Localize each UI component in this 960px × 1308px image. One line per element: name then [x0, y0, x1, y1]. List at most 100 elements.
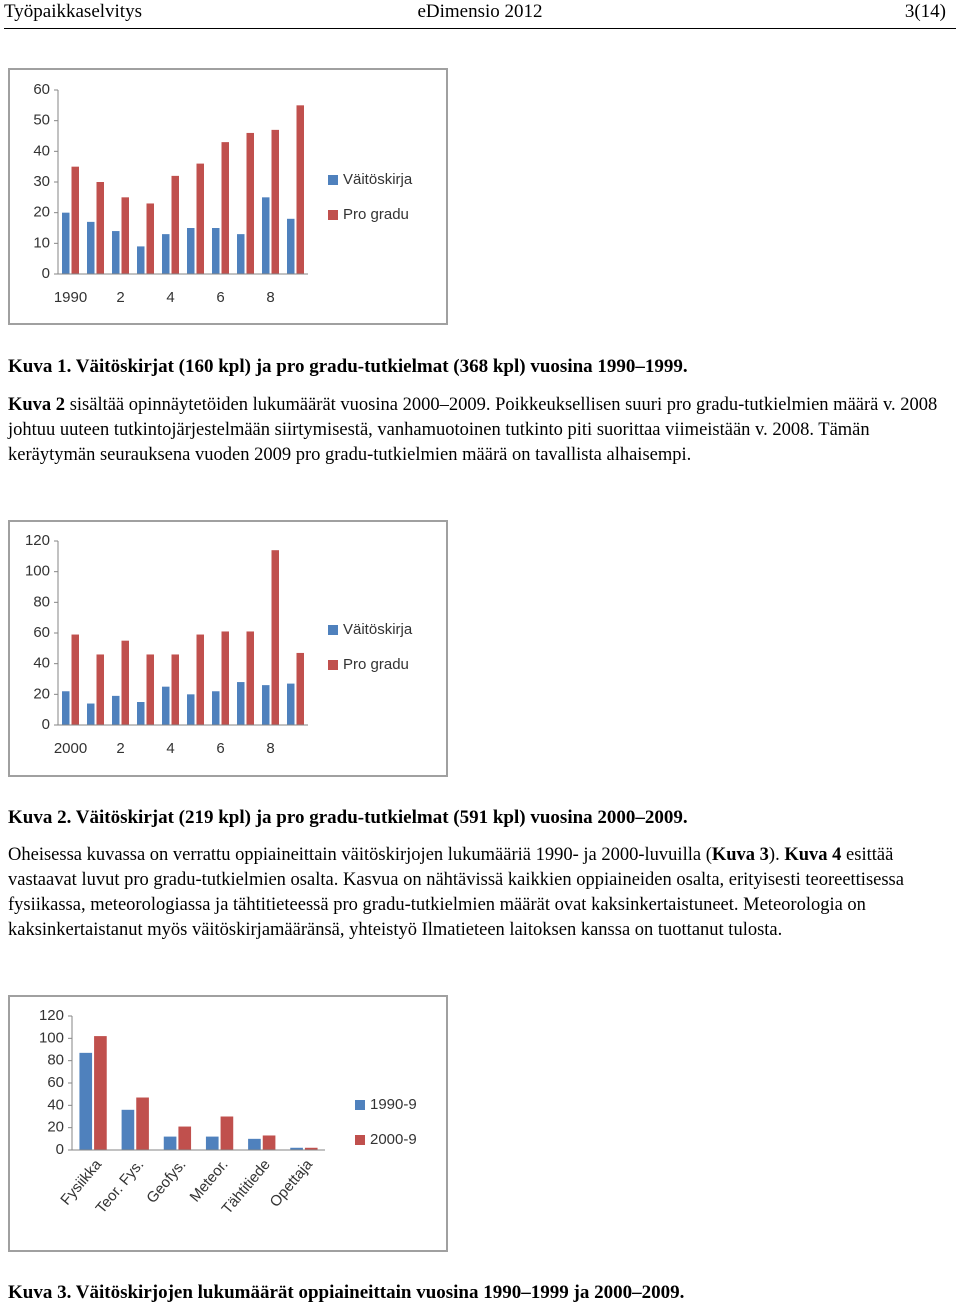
bar	[121, 197, 129, 274]
bar	[162, 234, 170, 274]
y-tick-label: 40	[33, 142, 50, 159]
bar	[220, 1116, 234, 1150]
x-tick-label: 2	[116, 289, 124, 306]
bar	[136, 1097, 149, 1150]
bar	[262, 197, 270, 274]
bar	[262, 685, 270, 725]
text-run: esittää vastaavat luvut pro gradu-tutkie…	[8, 845, 904, 940]
paragraph: Oheisessa kuvassa on verrattu oppiaineit…	[8, 843, 948, 943]
legend-label: 2000-9	[370, 1131, 417, 1148]
y-tick-label: 20	[33, 204, 50, 221]
text-run: Kuva 2	[8, 395, 66, 415]
bar	[248, 1138, 261, 1150]
y-tick-label: 0	[42, 265, 50, 282]
y-tick-label: 0	[42, 716, 50, 733]
bar	[121, 1109, 135, 1150]
bar	[162, 686, 170, 725]
y-tick-label: 120	[25, 532, 50, 549]
y-tick-label: 10	[33, 234, 50, 251]
text-run: Oheisessa kuvassa on verrattu oppiaineit…	[8, 845, 712, 865]
bar	[287, 683, 295, 725]
y-tick-label: 50	[33, 112, 50, 129]
bar	[221, 631, 229, 725]
bar	[121, 640, 129, 725]
bar	[237, 234, 245, 274]
bar	[262, 1135, 276, 1150]
text-run: ).	[768, 845, 785, 865]
chart: 0 10 20 30 40 50 60 1990 2 4 6 8 Väitöskirja Pro grad…	[8, 68, 448, 325]
bar	[246, 132, 254, 274]
x-tick-label: 1990	[54, 289, 87, 306]
y-tick-label: 20	[47, 1119, 64, 1136]
bar	[212, 228, 220, 274]
x-tick-label: 6	[216, 740, 224, 757]
bar	[196, 163, 204, 274]
bar	[290, 1147, 303, 1150]
text-run: Kuva 3	[711, 845, 769, 865]
bar	[94, 1036, 107, 1150]
x-tick-label: 2000	[54, 740, 87, 757]
chart: 0 20 40 60 80 100 120 2000 2 4 6 8 Väitöskirja Pro gr…	[8, 520, 448, 777]
legend-label: Pro gradu	[343, 656, 409, 673]
y-tick-label: 60	[33, 81, 50, 98]
y-tick-label: 80	[47, 1052, 64, 1069]
bar	[112, 231, 120, 274]
bar	[271, 550, 279, 725]
text-run: Kuva 4	[784, 845, 842, 865]
bar	[237, 682, 245, 725]
bar	[212, 691, 220, 725]
y-tick-label: 80	[33, 593, 50, 610]
bar	[146, 203, 154, 274]
y-tick-label: 20	[33, 685, 50, 702]
y-tick-label: 0	[56, 1141, 64, 1158]
bar	[296, 105, 304, 274]
bar	[187, 694, 195, 725]
y-tick-label: 60	[47, 1074, 64, 1091]
bar	[137, 702, 145, 725]
bar	[287, 218, 295, 274]
bar	[137, 246, 145, 274]
legend-swatch	[328, 175, 338, 185]
bar	[246, 631, 254, 725]
bar	[87, 703, 95, 725]
y-tick-label: 100	[25, 563, 50, 580]
y-tick-label: 40	[47, 1096, 64, 1113]
bar	[187, 228, 195, 274]
bar	[171, 654, 179, 725]
bar	[96, 182, 104, 274]
caption: Kuva 3. Väitöskirjojen lukumäärät oppiai…	[8, 1282, 685, 1303]
bar	[171, 175, 179, 274]
bar	[178, 1126, 192, 1150]
bar	[146, 654, 154, 725]
legend-swatch	[355, 1135, 365, 1145]
bar	[62, 212, 70, 274]
x-tick-label: 4	[166, 289, 174, 306]
y-tick-label: 100	[39, 1029, 64, 1046]
y-tick-label: 60	[33, 624, 50, 641]
bar	[196, 634, 204, 725]
bar	[71, 634, 79, 725]
legend-label: Väitöskirja	[343, 171, 413, 188]
bar	[87, 221, 95, 274]
bar	[271, 129, 279, 274]
caption: Kuva 1. Väitöskirjat (160 kpl) ja pro gr…	[8, 356, 688, 377]
bar	[112, 695, 120, 725]
legend-swatch	[328, 210, 338, 220]
x-tick-label: 2	[116, 740, 124, 757]
bar	[71, 166, 79, 274]
legend-label: 1990-9	[370, 1096, 417, 1113]
x-tick-label: 8	[266, 289, 274, 306]
bar	[96, 654, 104, 725]
y-tick-label: 40	[33, 655, 50, 672]
legend-label: Väitöskirja	[343, 621, 413, 638]
paragraph: Kuva 2 sisältää opinnäytetöiden lukumäär…	[8, 393, 948, 468]
x-tick-label: 8	[266, 740, 274, 757]
y-tick-label: 120	[39, 1007, 64, 1024]
x-tick-label: 6	[216, 289, 224, 306]
bar	[62, 691, 70, 725]
bar	[296, 652, 304, 725]
legend-label: Pro gradu	[343, 206, 409, 223]
bar	[221, 142, 229, 274]
header-left: Työpaikkaselvitys	[4, 1, 142, 22]
